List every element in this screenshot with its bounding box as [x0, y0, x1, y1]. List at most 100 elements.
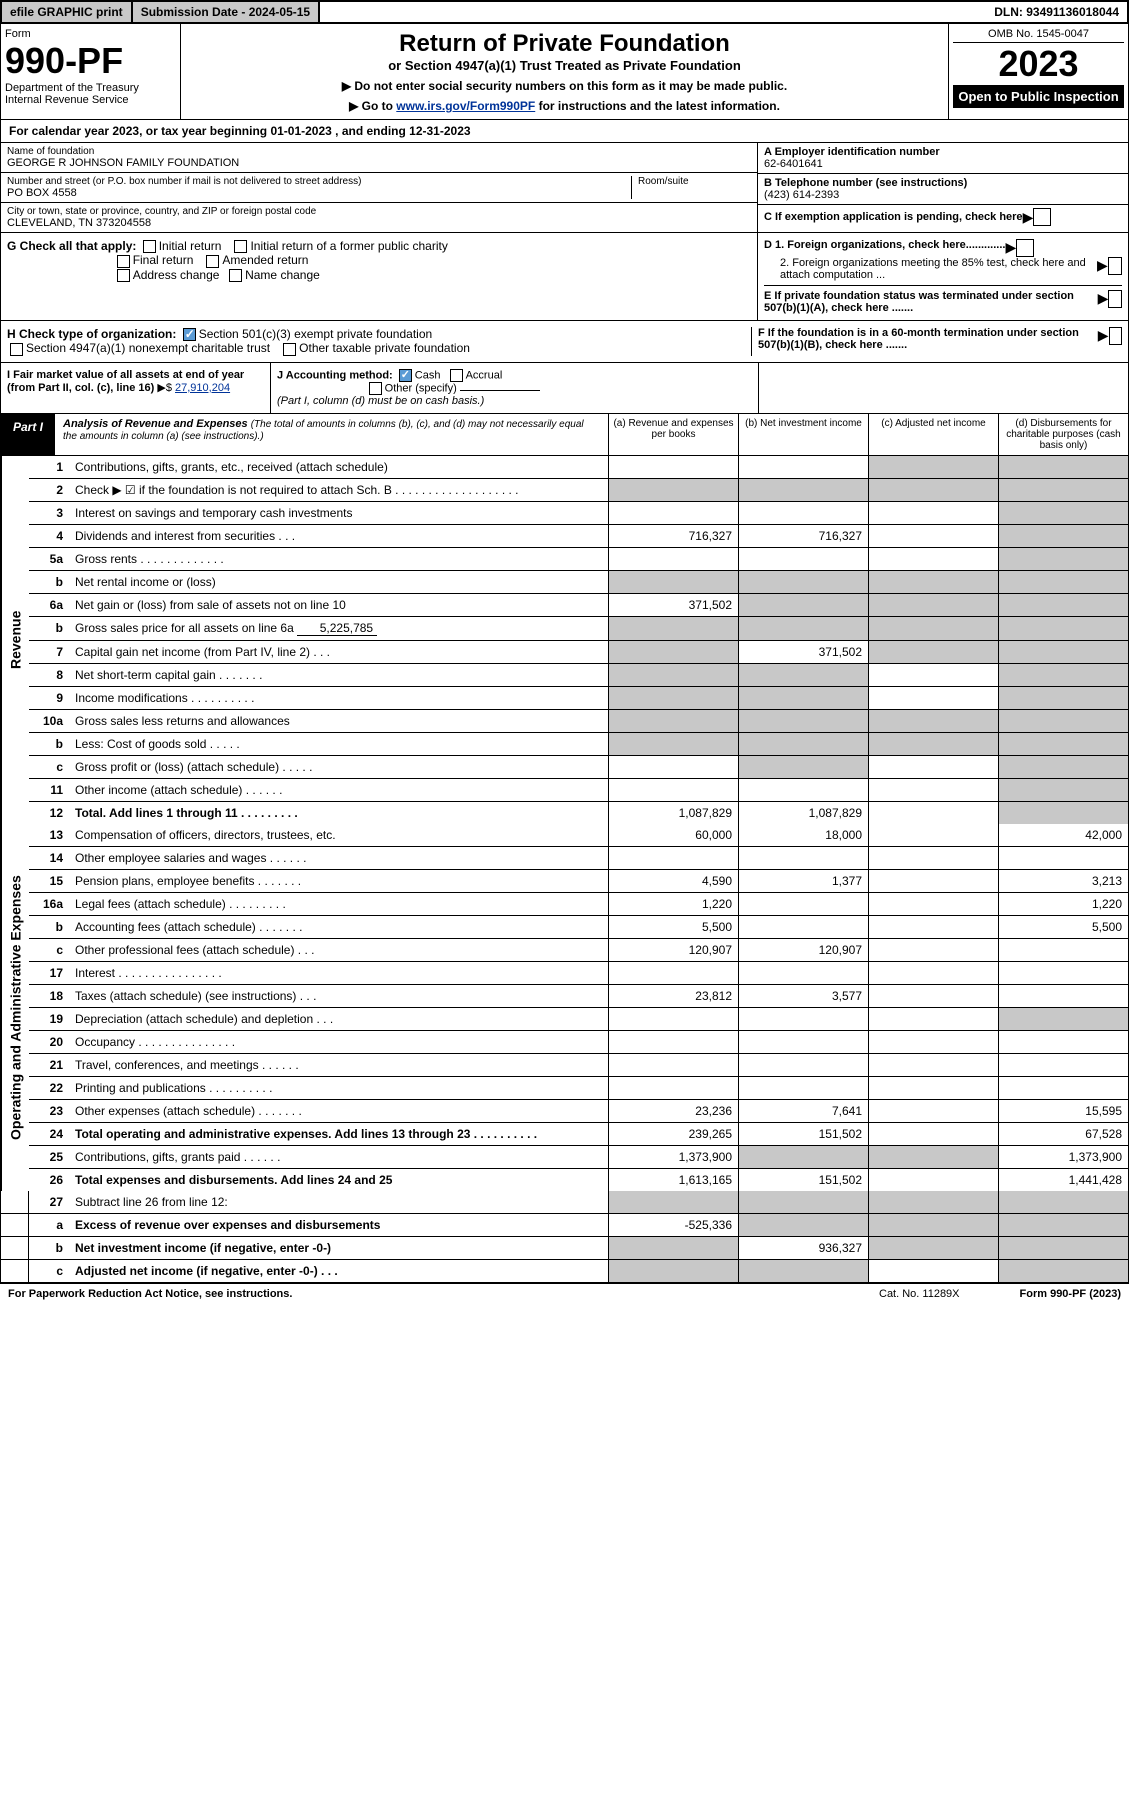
other-method-checkbox[interactable] — [369, 382, 382, 395]
accrual-checkbox[interactable] — [450, 369, 463, 382]
addr-label: Number and street (or P.O. box number if… — [7, 176, 631, 187]
line-27b: bNet investment income (if negative, ent… — [1, 1237, 1128, 1260]
section-g: G Check all that apply: Initial return I… — [0, 233, 1129, 321]
line-13-a: 60,000 — [608, 824, 738, 846]
instructions-link[interactable]: www.irs.gov/Form990PF — [396, 99, 535, 113]
section-i: I Fair market value of all assets at end… — [0, 363, 1129, 414]
name-change-checkbox[interactable] — [229, 269, 242, 282]
e-checkbox[interactable] — [1108, 290, 1122, 308]
tel-label: B Telephone number (see instructions) — [764, 177, 1122, 189]
line-5a: 5aGross rents . . . . . . . . . . . . . — [29, 548, 1128, 571]
line-16c-b: 120,907 — [738, 939, 868, 961]
line-7: 7Capital gain net income (from Part IV, … — [29, 641, 1128, 664]
g-opt-4: Address change — [133, 268, 220, 282]
initial-return-checkbox[interactable] — [143, 240, 156, 253]
part-1-title: Analysis of Revenue and Expenses — [63, 418, 248, 430]
line-5b: bNet rental income or (loss) — [29, 571, 1128, 594]
note-2: ▶ Go to www.irs.gov/Form990PF for instru… — [187, 93, 942, 113]
line-27a: aExcess of revenue over expenses and dis… — [1, 1214, 1128, 1237]
line-26-a: 1,613,165 — [608, 1169, 738, 1191]
col-d-header: (d) Disbursements for charitable purpose… — [998, 414, 1128, 455]
efile-label: efile GRAPHIC print — [2, 2, 133, 22]
line-20: 20Occupancy . . . . . . . . . . . . . . … — [29, 1031, 1128, 1054]
arrow-icon: ▶ — [1098, 290, 1109, 314]
arrow-icon: ▶ — [1005, 239, 1016, 257]
line-16a-a: 1,220 — [608, 893, 738, 915]
page-footer: For Paperwork Reduction Act Notice, see … — [0, 1283, 1129, 1304]
line-18: 18Taxes (attach schedule) (see instructi… — [29, 985, 1128, 1008]
line-18-b: 3,577 — [738, 985, 868, 1007]
part-1-header: Part I Analysis of Revenue and Expenses … — [0, 414, 1129, 456]
line-15-d: 3,213 — [998, 870, 1128, 892]
d1-label: D 1. Foreign organizations, check here..… — [764, 239, 1005, 257]
expenses-group: Operating and Administrative Expenses 13… — [1, 824, 1128, 1191]
cash-checkbox[interactable] — [399, 369, 412, 382]
pra-notice: For Paperwork Reduction Act Notice, see … — [8, 1288, 292, 1300]
col-a-header: (a) Revenue and expenses per books — [608, 414, 738, 455]
line-10b: bLess: Cost of goods sold . . . . . — [29, 733, 1128, 756]
d1-checkbox[interactable] — [1016, 239, 1034, 257]
initial-public-checkbox[interactable] — [234, 240, 247, 253]
line-16b-a: 5,500 — [608, 916, 738, 938]
line-21: 21Travel, conferences, and meetings . . … — [29, 1054, 1128, 1077]
tax-year: 2023 — [953, 43, 1124, 85]
tel-value: (423) 614-2393 — [764, 189, 1122, 201]
j-cash: Cash — [415, 369, 441, 381]
address: PO BOX 4558 — [7, 187, 631, 199]
amended-return-checkbox[interactable] — [206, 255, 219, 268]
final-return-checkbox[interactable] — [117, 255, 130, 268]
j-accrual: Accrual — [466, 369, 503, 381]
line-9: 9Income modifications . . . . . . . . . … — [29, 687, 1128, 710]
info-left: Name of foundation GEORGE R JOHNSON FAMI… — [1, 143, 758, 232]
line-13: 13Compensation of officers, directors, t… — [29, 824, 1128, 847]
line-6a-a: 371,502 — [608, 594, 738, 616]
g-label: G Check all that apply: — [7, 239, 136, 253]
line-16c: cOther professional fees (attach schedul… — [29, 939, 1128, 962]
header-left: Form 990-PF Department of the Treasury I… — [1, 24, 181, 119]
i-left: I Fair market value of all assets at end… — [1, 363, 271, 413]
fmv-amount[interactable]: 27,910,204 — [175, 382, 230, 394]
line-4: 4Dividends and interest from securities … — [29, 525, 1128, 548]
form-label: Form — [5, 28, 176, 40]
other-taxable-checkbox[interactable] — [283, 343, 296, 356]
j-label: J Accounting method: — [277, 369, 393, 381]
submission-date: Submission Date - 2024-05-15 — [133, 2, 320, 22]
501c3-checkbox[interactable] — [183, 328, 196, 341]
cat-number: Cat. No. 11289X — [879, 1288, 960, 1300]
line-2: 2Check ▶ ☑ if the foundation is not requ… — [29, 479, 1128, 502]
other-specify-input[interactable] — [460, 390, 540, 391]
city-cell: City or town, state or province, country… — [1, 203, 757, 232]
info-right: A Employer identification number 62-6401… — [758, 143, 1128, 232]
line-16a-d: 1,220 — [998, 893, 1128, 915]
form-ref: Form 990-PF (2023) — [1020, 1288, 1121, 1300]
line-16b: bAccounting fees (attach schedule) . . .… — [29, 916, 1128, 939]
d2-label: 2. Foreign organizations meeting the 85%… — [780, 257, 1097, 281]
e-label: E If private foundation status was termi… — [764, 290, 1098, 314]
address-change-checkbox[interactable] — [117, 269, 130, 282]
f-checkbox[interactable] — [1109, 327, 1122, 345]
c-checkbox[interactable] — [1033, 208, 1051, 226]
line-18-a: 23,812 — [608, 985, 738, 1007]
h-right: F If the foundation is in a 60-month ter… — [752, 327, 1122, 356]
g-opt-2: Final return — [133, 253, 194, 267]
line-25-a: 1,373,900 — [608, 1146, 738, 1168]
line-15-b: 1,377 — [738, 870, 868, 892]
revenue-side-label: Revenue — [1, 456, 29, 824]
i-right-spacer — [758, 363, 1128, 413]
c-label: C If exemption application is pending, c… — [764, 211, 1023, 223]
line-24-b: 151,502 — [738, 1123, 868, 1145]
line-6b-desc: Gross sales price for all assets on line… — [75, 621, 294, 635]
line-27c: cAdjusted net income (if negative, enter… — [1, 1260, 1128, 1282]
h-label: H Check type of organization: — [7, 327, 176, 341]
h-opt-1: Section 501(c)(3) exempt private foundat… — [199, 327, 432, 341]
line-24: 24Total operating and administrative exp… — [29, 1123, 1128, 1146]
g-opt-1: Initial return of a former public charit… — [250, 239, 447, 253]
dept-label: Department of the Treasury — [5, 82, 176, 94]
4947-checkbox[interactable] — [10, 343, 23, 356]
form-subtitle: or Section 4947(a)(1) Trust Treated as P… — [187, 58, 942, 73]
line-6b-value: 5,225,785 — [297, 621, 377, 636]
d2-checkbox[interactable] — [1108, 257, 1122, 275]
line-24-d: 67,528 — [998, 1123, 1128, 1145]
line-25-d: 1,373,900 — [998, 1146, 1128, 1168]
line-26: 26Total expenses and disbursements. Add … — [29, 1169, 1128, 1191]
